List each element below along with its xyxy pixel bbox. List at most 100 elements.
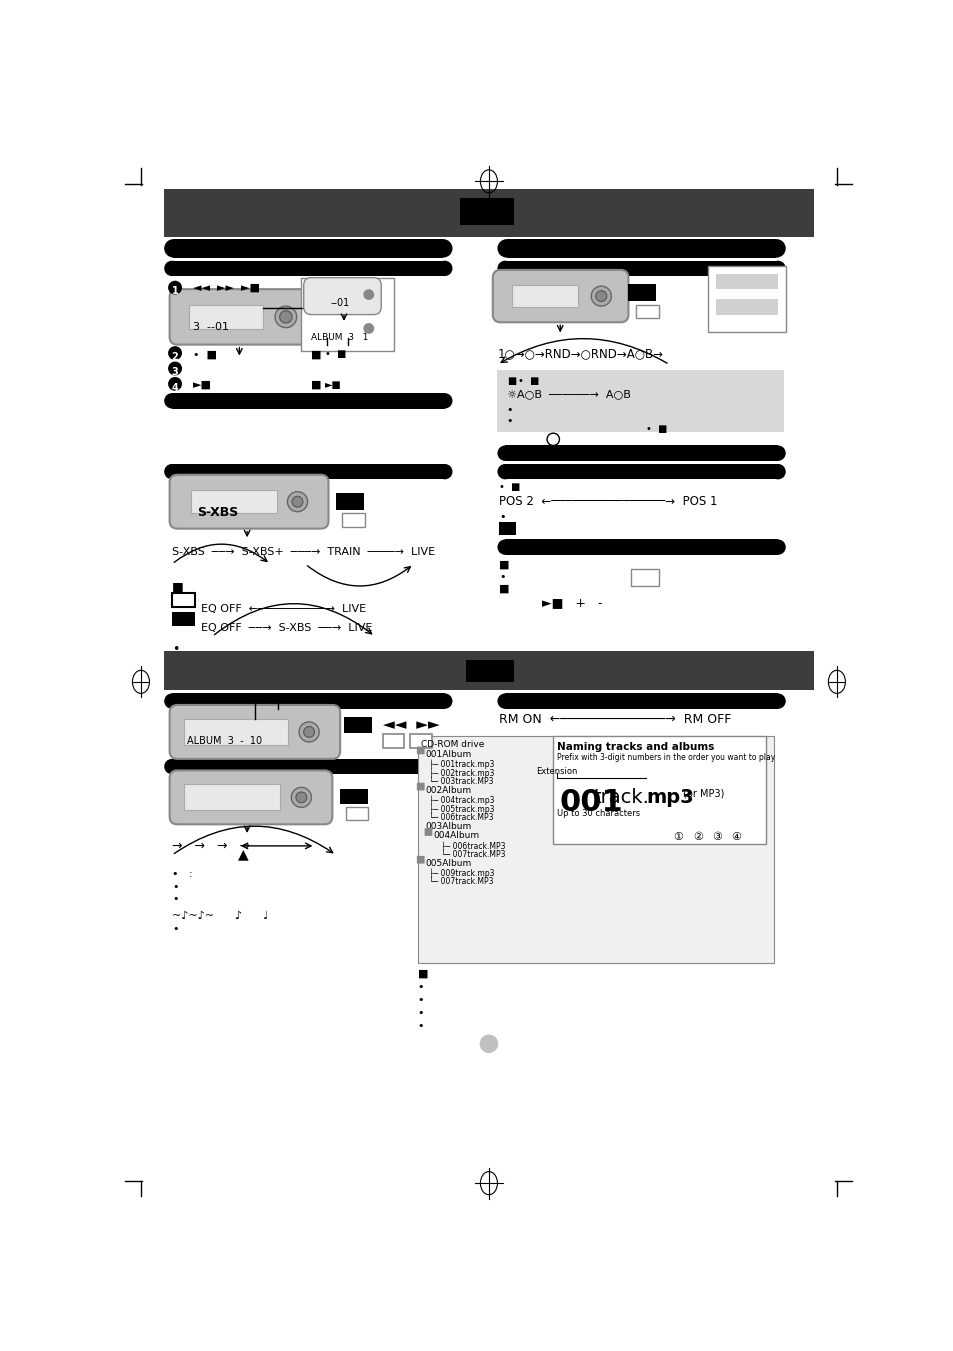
Bar xyxy=(172,593,195,607)
Bar xyxy=(172,393,444,408)
Circle shape xyxy=(164,393,179,408)
FancyBboxPatch shape xyxy=(416,782,424,790)
Bar xyxy=(164,189,813,236)
Bar xyxy=(497,370,783,431)
Text: S-XBS: S-XBS xyxy=(196,505,237,519)
Circle shape xyxy=(497,539,513,555)
Text: ALBUM  3   1: ALBUM 3 1 xyxy=(311,334,369,342)
Bar xyxy=(628,284,656,301)
Bar xyxy=(465,661,513,682)
Bar xyxy=(417,736,773,963)
Text: •: • xyxy=(498,512,505,523)
Text: ►■: ►■ xyxy=(193,380,212,390)
Circle shape xyxy=(164,239,183,258)
Text: ③: ③ xyxy=(711,832,721,842)
Text: •: • xyxy=(417,996,424,1005)
Text: •: • xyxy=(172,643,179,657)
Circle shape xyxy=(279,311,292,323)
Circle shape xyxy=(164,693,179,709)
Bar xyxy=(512,285,578,307)
Text: 001Album: 001Album xyxy=(425,750,471,759)
Text: ④: ④ xyxy=(731,832,740,842)
Text: •  ■: • ■ xyxy=(324,349,346,359)
Text: •   :: • : xyxy=(172,869,193,880)
Bar xyxy=(506,239,776,258)
Bar xyxy=(505,261,778,276)
Text: ■: ■ xyxy=(311,380,321,390)
Text: 3: 3 xyxy=(172,367,178,377)
Text: •: • xyxy=(506,416,513,426)
Text: →   →   →   →: → → → → xyxy=(172,840,250,852)
Circle shape xyxy=(497,446,513,461)
Text: ■: ■ xyxy=(172,580,184,593)
Bar xyxy=(716,274,778,289)
Text: ►■   +   -: ►■ + - xyxy=(541,596,601,609)
Bar xyxy=(341,513,365,527)
Text: •  ■: • ■ xyxy=(498,482,519,492)
Circle shape xyxy=(769,693,785,709)
Circle shape xyxy=(436,463,452,480)
Text: ├─ 009track.mp3: ├─ 009track.mp3 xyxy=(429,869,495,878)
Circle shape xyxy=(769,539,785,555)
Circle shape xyxy=(291,788,311,808)
Circle shape xyxy=(295,792,307,802)
Circle shape xyxy=(298,721,319,742)
Circle shape xyxy=(274,307,296,328)
Bar xyxy=(505,446,778,461)
Text: 003Album: 003Album xyxy=(425,821,471,831)
Bar xyxy=(301,277,394,351)
Circle shape xyxy=(497,463,513,480)
Text: 1: 1 xyxy=(172,286,178,296)
Text: EQ OFF  ──→  S-XBS  ──→  LIVE: EQ OFF ──→ S-XBS ──→ LIVE xyxy=(200,623,372,632)
Bar xyxy=(183,719,288,744)
Text: 002Album: 002Album xyxy=(425,786,471,794)
Text: 1○→○→RND→○RND→A○B→: 1○→○→RND→○RND→A○B→ xyxy=(497,347,662,359)
Text: ■: ■ xyxy=(311,349,321,359)
Circle shape xyxy=(436,393,452,408)
Text: 005Album: 005Album xyxy=(425,859,471,867)
Circle shape xyxy=(303,727,314,738)
Circle shape xyxy=(164,759,179,774)
Circle shape xyxy=(497,693,513,709)
Circle shape xyxy=(436,261,452,276)
Bar xyxy=(505,693,778,709)
FancyBboxPatch shape xyxy=(493,270,628,323)
Text: ├─ 001track.mp3: ├─ 001track.mp3 xyxy=(429,759,494,769)
Circle shape xyxy=(769,446,785,461)
Text: •: • xyxy=(172,924,178,935)
Bar xyxy=(498,523,516,535)
Bar xyxy=(707,266,785,331)
Text: ▲: ▲ xyxy=(237,847,248,862)
Circle shape xyxy=(436,693,452,709)
Text: •  ■: • ■ xyxy=(517,376,539,386)
Text: •: • xyxy=(417,982,424,992)
Circle shape xyxy=(769,463,785,480)
Text: Extension: Extension xyxy=(536,766,578,775)
Bar xyxy=(505,463,778,480)
Text: Up to 30 characters: Up to 30 characters xyxy=(557,809,639,817)
Bar xyxy=(164,651,813,689)
Bar xyxy=(636,304,659,319)
Text: ALBUM  3  -  10: ALBUM 3 - 10 xyxy=(187,736,261,746)
Text: •: • xyxy=(172,882,178,892)
Bar xyxy=(505,539,778,555)
Text: mp3: mp3 xyxy=(645,788,693,807)
Text: ■: ■ xyxy=(506,376,516,386)
Circle shape xyxy=(164,261,179,276)
Text: ◄◄  ►►: ◄◄ ►► xyxy=(382,716,439,731)
Text: ├─ 004track.mp3: ├─ 004track.mp3 xyxy=(429,796,495,805)
Bar xyxy=(340,789,368,804)
Text: •: • xyxy=(417,1021,424,1031)
Circle shape xyxy=(591,286,611,307)
Bar xyxy=(173,239,443,258)
Text: •  ■: • ■ xyxy=(193,349,216,359)
Circle shape xyxy=(363,323,374,334)
Text: ①: ① xyxy=(673,832,682,842)
Text: ☼A○B  ──────→  A○B: ☼A○B ──────→ A○B xyxy=(506,389,630,400)
Text: •: • xyxy=(417,1008,424,1019)
Text: Naming tracks and albums: Naming tracks and albums xyxy=(557,742,714,753)
Circle shape xyxy=(168,377,182,390)
Text: ②: ② xyxy=(692,832,702,842)
Text: 3  --01: 3 --01 xyxy=(193,322,229,331)
FancyBboxPatch shape xyxy=(416,857,424,863)
